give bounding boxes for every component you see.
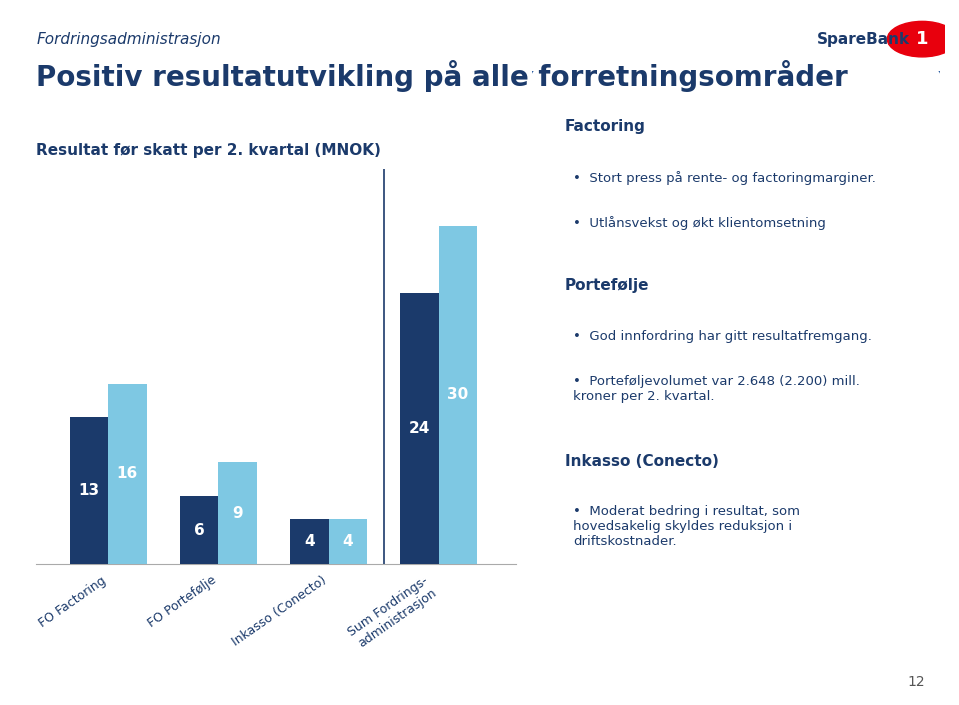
Bar [179,496,219,564]
Text: 4: 4 [304,534,315,549]
Text: Positiv resultatutvikling på alle forretningsområder: Positiv resultatutvikling på alle forret… [36,60,848,92]
Text: •  God innfordring har gitt resultatfremgang.: • God innfordring har gitt resultatfremg… [573,330,872,343]
Text: Resultat før skatt per 2. kvartal (MNOK): Resultat før skatt per 2. kvartal (MNOK) [36,143,382,159]
Text: 16: 16 [117,466,138,482]
Bar [219,462,257,564]
Text: Inkasso (Conecto): Inkasso (Conecto) [565,454,718,469]
FancyBboxPatch shape [528,65,944,624]
Bar [290,519,329,564]
Text: 6: 6 [194,522,204,538]
Text: •  Stort press på rente- og factoringmarginer.: • Stort press på rente- og factoringmarg… [573,171,876,185]
Bar [329,519,367,564]
Text: 30: 30 [448,387,469,403]
Text: SpareBank: SpareBank [817,32,910,47]
Text: •  Utlånsvekst og økt klientomsetning: • Utlånsvekst og økt klientomsetning [573,216,826,230]
Text: •  Porteføljevolumet var 2.648 (2.200) mill.
kroner per 2. kvartal.: • Porteføljevolumet var 2.648 (2.200) mi… [573,375,860,403]
Bar [69,417,108,564]
Text: Portefølje: Portefølje [565,278,649,293]
Text: 4: 4 [342,534,353,549]
Text: Factoring: Factoring [565,119,645,135]
Text: Fordringsadministrasjon: Fordringsadministrasjon [36,32,222,47]
Text: 9: 9 [232,505,243,521]
Text: •  Moderat bedring i resultat, som
hovedsakelig skyldes reduksjon i
driftskostna: • Moderat bedring i resultat, som hoveds… [573,505,800,548]
Text: 12: 12 [908,675,925,689]
Circle shape [887,21,957,57]
Text: 13: 13 [79,483,100,498]
Bar [439,226,478,564]
Bar [400,293,439,564]
Bar [108,384,147,564]
Text: 24: 24 [409,421,431,436]
Text: 1: 1 [916,30,928,48]
